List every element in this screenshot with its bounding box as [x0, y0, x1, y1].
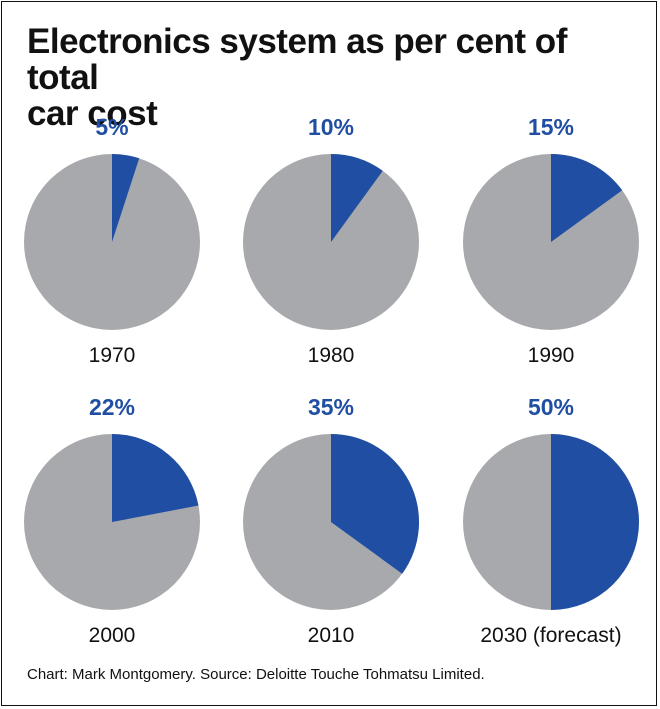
source-note: Chart: Mark Montgomery. Source: Deloitte…	[27, 666, 485, 683]
pie-graphic	[24, 154, 200, 330]
chart-title-line-2: car cost	[27, 94, 158, 133]
pie-graphic	[24, 434, 200, 610]
pie-graphic	[463, 154, 639, 330]
pie-slice-electronics	[331, 154, 383, 242]
pie-year-label: 2010	[307, 624, 355, 647]
pie-chart-1980: 10% 1980	[231, 114, 431, 384]
pie-chart-2010: 35% 2010	[231, 394, 431, 664]
pie-value-label: 10%	[307, 114, 355, 140]
pie-value-label: 50%	[527, 394, 575, 420]
chart-title-line-1: Electronics system as per cent of total	[27, 22, 567, 97]
pie-year-label: 2030 (forecast)	[480, 624, 622, 647]
pie-graphic	[463, 434, 639, 610]
pie-value-label: 35%	[307, 394, 355, 420]
pie-value-label: 22%	[88, 394, 136, 420]
pie-slice-electronics	[331, 434, 420, 574]
pie-year-label: 2000	[88, 624, 136, 647]
pie-slice-electronics	[112, 154, 140, 242]
pie-chart-1970: 5% 1970	[12, 114, 212, 384]
pie-chart-2030: 50% 2030 (forecast)	[451, 394, 651, 664]
pie-chart-1990: 15% 1990	[451, 114, 651, 384]
pie-year-label: 1980	[307, 344, 355, 367]
pie-graphic	[243, 434, 420, 610]
pie-slice-electronics	[551, 154, 623, 242]
pie-slice-electronics	[112, 434, 199, 522]
pie-year-label: 1970	[88, 344, 136, 367]
pie-value-label: 15%	[527, 114, 575, 140]
pie-slice-electronics	[551, 434, 639, 610]
pie-chart-2000: 22% 2000	[12, 394, 212, 664]
pie-value-label: 5%	[95, 114, 129, 140]
chart-title: Electronics system as per cent of total …	[27, 24, 647, 132]
pie-graphic	[243, 154, 419, 330]
pie-year-label: 1990	[527, 344, 575, 367]
